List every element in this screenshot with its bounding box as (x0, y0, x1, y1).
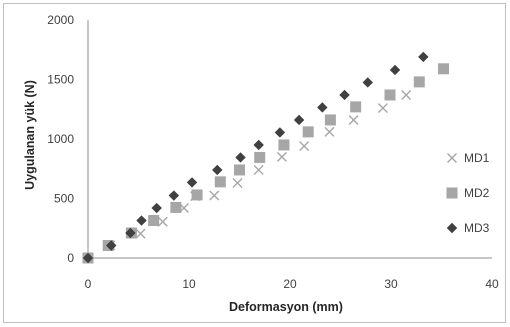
y-tick-label: 2000 (47, 13, 74, 27)
data-point (317, 102, 328, 113)
data-point (135, 228, 146, 239)
data-point (234, 164, 245, 176)
data-point (413, 76, 425, 88)
data-point (348, 114, 359, 125)
data-point (274, 127, 286, 138)
data-point (212, 164, 223, 176)
data-point (148, 215, 160, 227)
axes (87, 20, 492, 259)
legend: MD1 MD2 MD3 (446, 151, 490, 235)
legend-label-md2: MD2 (464, 186, 490, 200)
data-point (324, 114, 336, 126)
y-tick-label: 500 (54, 192, 74, 206)
data-point (339, 89, 350, 101)
data-point (168, 190, 180, 201)
data-point (401, 89, 412, 100)
legend-label-md1: MD1 (464, 151, 490, 165)
data-point (136, 215, 147, 226)
data-point (299, 141, 310, 152)
x-tick-label: 30 (384, 277, 398, 291)
data-point (191, 189, 203, 201)
data-point (157, 216, 168, 227)
legend-marker-md3 (446, 222, 458, 234)
x-tick-label: 20 (283, 277, 297, 291)
legend-label-md3: MD3 (464, 221, 490, 235)
data-point (350, 101, 362, 113)
data-point (377, 103, 388, 114)
data-point (82, 252, 94, 264)
legend-marker-md2 (446, 187, 458, 199)
tick-labels: 0 500 1000 1500 2000 0 10 20 30 40 (47, 13, 499, 291)
data-point (235, 152, 246, 163)
data-point (302, 126, 314, 138)
x-axis-title: Deformasyon (mm) (229, 300, 343, 314)
data-point (214, 176, 226, 188)
data-point (151, 202, 162, 214)
data-point (438, 63, 450, 75)
legend-marker-md1 (447, 153, 457, 163)
data-point (253, 164, 264, 175)
x-tick-label: 10 (182, 277, 196, 291)
y-tick-label: 0 (67, 251, 74, 265)
data-marks (82, 51, 450, 264)
y-tick-label: 1000 (47, 132, 74, 146)
data-point (362, 77, 373, 88)
series-md2 (82, 63, 450, 264)
data-point (106, 240, 117, 251)
data-point (254, 151, 266, 163)
data-point (324, 126, 335, 137)
data-point (418, 51, 429, 63)
data-point (209, 190, 220, 201)
data-point (125, 227, 136, 239)
y-tick-label: 1500 (47, 73, 74, 87)
data-point (278, 139, 290, 151)
y-axis-title: Uygulanan yük (N) (23, 80, 37, 190)
data-point (293, 114, 305, 126)
series-md3 (82, 51, 429, 264)
x-tick-label: 40 (485, 277, 499, 291)
data-point (384, 89, 396, 101)
data-point (232, 178, 243, 189)
data-point (186, 177, 198, 188)
data-point (170, 201, 182, 213)
data-point (276, 151, 287, 162)
x-tick-label: 0 (85, 277, 92, 291)
data-point (253, 139, 264, 151)
data-point (389, 64, 401, 76)
